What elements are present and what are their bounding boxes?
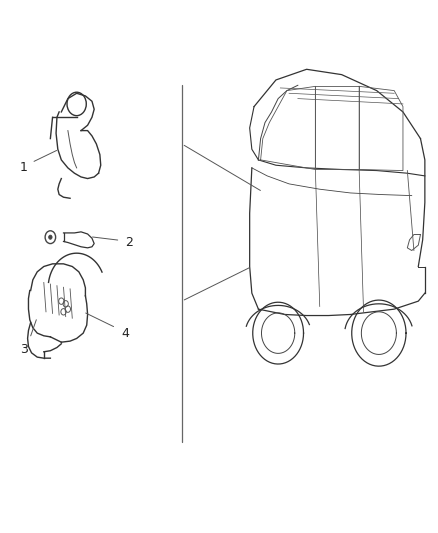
Circle shape: [49, 235, 52, 239]
Text: 4: 4: [121, 327, 129, 340]
Text: 1: 1: [20, 161, 28, 174]
Text: 3: 3: [20, 343, 28, 356]
Text: 2: 2: [125, 236, 133, 249]
